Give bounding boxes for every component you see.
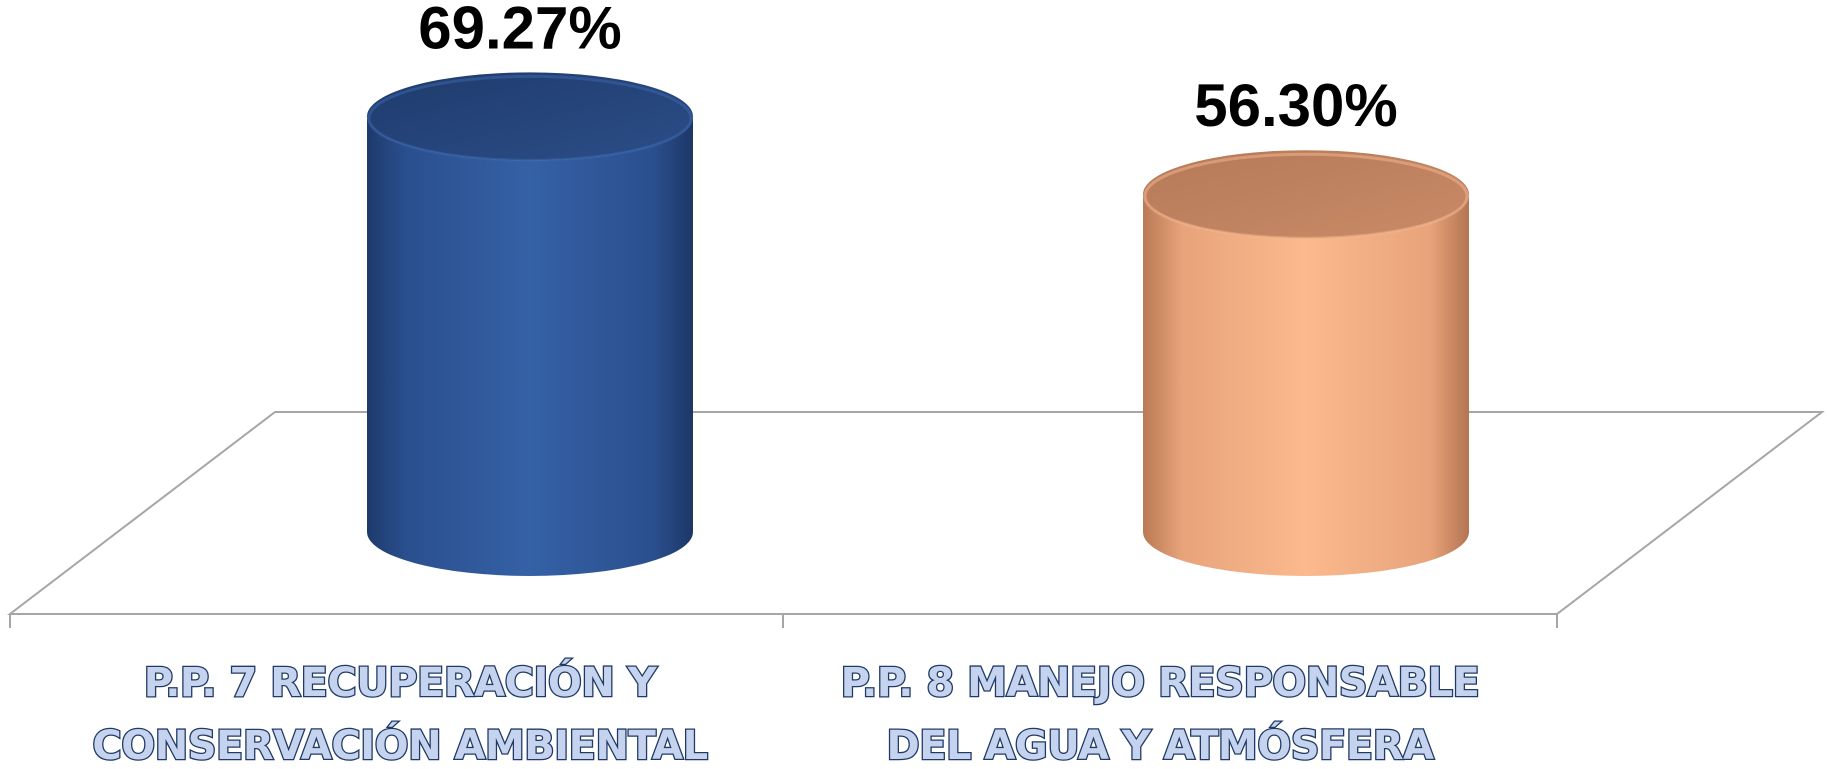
category-labels: P.P. 7 RECUPERACIÓN Y CONSERVACIÓN AMBIEN… bbox=[91, 657, 1481, 769]
category-label-2-line-2: DEL AGUA Y ATMÓSFERA bbox=[887, 721, 1434, 769]
category-label-1-line-2: CONSERVACIÓN AMBIENTAL bbox=[92, 721, 707, 769]
value-labels: 69.27% 56.30% bbox=[418, 0, 1398, 139]
bar-2 bbox=[1143, 150, 1469, 576]
bar-rim bbox=[367, 74, 693, 162]
value-label-1: 69.27% bbox=[418, 0, 622, 61]
bar-body bbox=[367, 116, 693, 576]
category-label-1-line-1: P.P. 7 RECUPERACIÓN Y bbox=[144, 658, 658, 706]
chart-floor bbox=[7, 411, 1825, 615]
value-label-2: 56.30% bbox=[1194, 72, 1398, 139]
bar-top bbox=[1143, 150, 1469, 239]
bars bbox=[367, 72, 1469, 576]
bar-rim bbox=[1143, 152, 1469, 240]
bar-top bbox=[367, 72, 693, 161]
bar-body bbox=[1143, 194, 1469, 576]
bar-1 bbox=[367, 72, 693, 576]
category-label-2-line-1: P.P. 8 MANEJO RESPONSABLE bbox=[841, 660, 1480, 706]
